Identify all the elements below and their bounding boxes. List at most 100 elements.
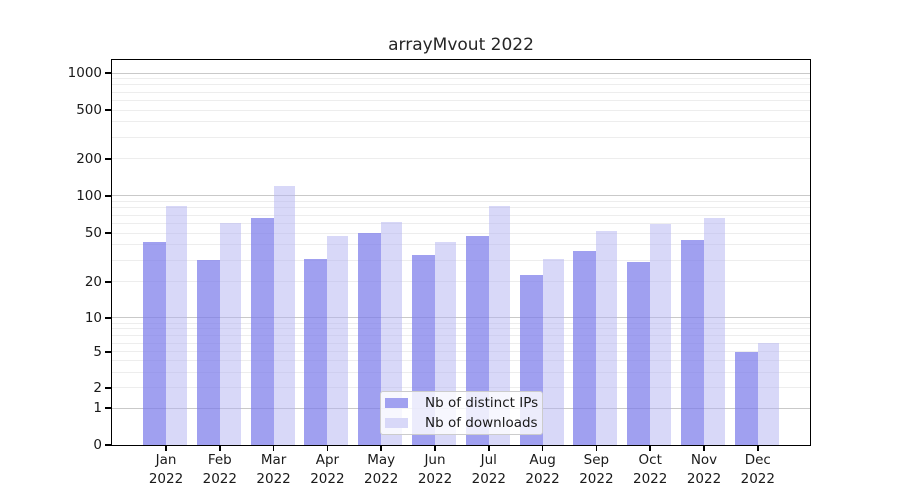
legend-row-downloads: Nb of downloads	[385, 415, 542, 432]
x-tick	[380, 446, 382, 451]
x-tick-label: Apr 2022	[299, 451, 355, 489]
y-gridline-major	[112, 72, 810, 74]
x-tick-label-line: 2022	[633, 471, 668, 487]
y-gridline-minor	[112, 342, 810, 344]
y-tick	[105, 444, 111, 446]
x-tick-label-line: 2022	[256, 471, 291, 487]
y-tick-label: 500	[76, 102, 102, 118]
bar-distinct-ips	[358, 233, 382, 445]
y-gridline-minor	[112, 136, 810, 138]
x-tick-label-line: 2022	[471, 471, 506, 487]
bar-distinct-ips	[734, 351, 758, 445]
x-tick-label-line: May	[367, 452, 396, 468]
x-tick	[757, 446, 759, 451]
y-gridline-minor	[112, 91, 810, 93]
x-tick	[703, 446, 705, 451]
bar-distinct-ips	[250, 218, 274, 445]
bar-downloads	[650, 224, 672, 445]
y-tick-label: 0	[93, 437, 102, 453]
x-tick-label: Mar 2022	[246, 451, 302, 489]
y-tick	[105, 109, 111, 111]
plot-area	[112, 60, 810, 445]
x-tick-label-line: Jul	[480, 452, 497, 468]
y-gridline-minor	[112, 232, 810, 234]
x-tick	[326, 446, 329, 451]
x-tick-label-line: Dec	[744, 452, 771, 468]
bar-distinct-ips	[304, 258, 328, 445]
y-gridline-minor	[112, 201, 810, 203]
x-tick-label-line: 2022	[525, 471, 560, 487]
bar-distinct-ips	[681, 239, 704, 445]
x-tick-label: May 2022	[353, 451, 409, 489]
x-tick-label-line: 2022	[364, 471, 399, 487]
y-tick-label: 50	[84, 225, 102, 242]
x-tick-label: Dec 2022	[730, 451, 786, 489]
x-tick	[595, 446, 598, 451]
x-tick-label-line: Oct	[638, 452, 662, 468]
y-gridline-minor	[112, 222, 810, 224]
x-tick-label: Feb 2022	[192, 451, 248, 489]
x-tick-label-line: Apr	[315, 452, 340, 468]
x-tick-label: Oct 2022	[622, 451, 678, 489]
y-tick-label: 5	[93, 343, 102, 360]
chart-title: arrayMvout 2022	[388, 35, 534, 55]
x-tick-label-line: Aug	[529, 452, 556, 468]
bar-downloads	[273, 186, 295, 445]
bar-downloads	[381, 222, 403, 445]
x-tick-label-line: Nov	[690, 452, 718, 468]
legend: Nb of distinct IPs Nb of downloads	[380, 391, 543, 435]
x-tick	[165, 446, 167, 451]
y-gridline-minor	[112, 244, 810, 246]
x-tick-label: Jan 2022	[138, 451, 194, 489]
x-tick-label-line: Sep	[583, 452, 610, 468]
y-tick-label: 1000	[67, 65, 102, 81]
bar-distinct-ips	[196, 260, 220, 445]
bar-downloads	[596, 230, 618, 445]
x-tick-label: Aug 2022	[515, 451, 571, 489]
bar-downloads	[704, 218, 725, 445]
y-gridline-minor	[112, 322, 810, 324]
y-gridline-minor	[112, 351, 810, 353]
y-tick	[105, 317, 111, 319]
y-tick	[105, 158, 111, 160]
y-gridline-major	[112, 195, 810, 197]
y-tick-label: 1	[93, 400, 102, 416]
y-gridline-minor	[112, 387, 810, 389]
y-gridline-minor	[112, 207, 810, 209]
y-gridline-minor	[112, 371, 810, 373]
y-tick	[105, 281, 111, 283]
y-gridline-minor	[112, 281, 810, 283]
y-gridline-minor	[112, 334, 810, 336]
bar-downloads	[542, 258, 564, 445]
x-tick-label: Nov 2022	[676, 451, 732, 489]
x-tick	[272, 446, 275, 451]
x-tick-label: Sep 2022	[568, 451, 624, 489]
x-tick-label-line: 2022	[686, 471, 722, 487]
x-tick-label-line: 2022	[202, 471, 237, 487]
legend-label-downloads: Nb of downloads	[425, 415, 538, 431]
bar-downloads	[327, 236, 349, 445]
y-tick	[105, 407, 111, 409]
y-gridline-minor	[112, 158, 810, 160]
y-tick-label: 100	[76, 187, 102, 204]
y-gridline-minor	[112, 78, 810, 80]
x-tick-label-line: 2022	[740, 471, 775, 487]
y-gridline-minor	[112, 214, 810, 216]
legend-label-distinct-ips: Nb of distinct IPs	[425, 395, 539, 411]
bar-downloads	[488, 205, 510, 445]
y-gridline-minor	[112, 360, 810, 362]
y-tick	[105, 232, 111, 234]
x-tick-label-line: 2022	[579, 471, 614, 487]
x-tick-label-line: Mar	[260, 452, 287, 468]
x-tick	[649, 446, 651, 451]
bar-distinct-ips	[143, 242, 166, 445]
x-tick	[541, 446, 544, 451]
y-gridline-minor	[112, 121, 810, 123]
x-tick	[434, 446, 436, 451]
x-tick	[219, 446, 221, 451]
y-tick	[105, 195, 111, 197]
x-tick-label-line: Jan	[155, 452, 177, 468]
x-tick-label-line: 2022	[148, 471, 184, 487]
y-gridline-major	[112, 317, 810, 319]
